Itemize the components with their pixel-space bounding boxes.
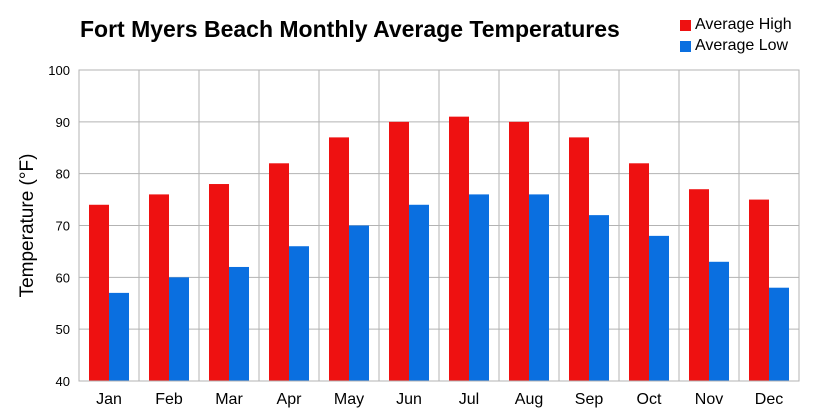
- bar-average-high-apr: [269, 163, 289, 381]
- legend-label-average-high: Average High: [695, 16, 792, 33]
- y-tick-label-100: 100: [48, 63, 70, 78]
- legend-swatch-average-high: [680, 19, 691, 31]
- chart-title: Fort Myers Beach Monthly Average Tempera…: [80, 16, 620, 42]
- bar-average-low-jan: [109, 292, 129, 381]
- bar-average-low-dec: [769, 287, 789, 381]
- y-tick-label-90: 90: [56, 115, 70, 130]
- legend-swatch-average-low: [680, 40, 691, 52]
- bar-average-high-dec: [749, 199, 769, 381]
- x-tick-label-jul: Jul: [459, 391, 479, 408]
- bar-average-low-jun: [409, 204, 429, 381]
- bar-average-high-aug: [509, 121, 529, 381]
- x-tick-label-may: May: [334, 391, 364, 408]
- bar-average-low-feb: [169, 277, 189, 381]
- x-tick-labels: Jan Feb Mar Apr May Jun Jul Aug Sep Oct Nov Dec: [96, 391, 783, 408]
- bar-average-low-apr: [289, 246, 309, 381]
- bar-average-low-nov: [709, 261, 729, 381]
- bar-average-low-aug: [529, 194, 549, 381]
- bar-average-high-oct: [629, 163, 649, 381]
- bar-average-high-jul: [449, 116, 469, 382]
- x-tick-label-dec: Dec: [755, 391, 783, 408]
- y-tick-label-70: 70: [56, 219, 70, 234]
- y-tick-label-60: 60: [56, 270, 70, 285]
- bar-average-low-may: [349, 225, 369, 381]
- x-tick-label-apr: Apr: [277, 391, 303, 408]
- x-tick-label-mar: Mar: [215, 391, 243, 408]
- bar-average-low-sep: [589, 215, 609, 381]
- bar-average-low-oct: [649, 235, 669, 381]
- bar-average-high-may: [329, 137, 349, 381]
- bar-average-high-feb: [149, 194, 169, 381]
- x-tick-label-jun: Jun: [396, 391, 422, 408]
- x-tick-label-nov: Nov: [695, 391, 723, 408]
- plot-frame: [78, 69, 800, 382]
- legend-label-average-low: Average Low: [695, 37, 789, 54]
- bar-average-low-jul: [469, 194, 489, 381]
- x-tick-label-aug: Aug: [515, 391, 543, 408]
- legend-item-average-low: Average Low: [680, 37, 788, 55]
- y-tick-label-80: 80: [56, 167, 70, 182]
- y-tick-label-40: 40: [56, 374, 70, 389]
- x-tick-label-jan: Jan: [96, 391, 122, 408]
- bar-average-high-jun: [389, 121, 409, 381]
- y-tick-labels: 40 50 60 70 80 90 100: [48, 63, 70, 389]
- x-tick-label-oct: Oct: [637, 391, 662, 408]
- bar-average-low-mar: [229, 266, 249, 381]
- bar-average-high-mar: [209, 184, 229, 381]
- bars: [89, 116, 789, 382]
- y-axis-label: Temperature (°F): [17, 154, 38, 298]
- bar-average-high-nov: [689, 189, 709, 381]
- y-tick-label-50: 50: [56, 322, 70, 337]
- legend-item-average-high: Average High: [680, 16, 792, 34]
- x-tick-label-sep: Sep: [575, 391, 604, 408]
- x-tick-label-feb: Feb: [155, 391, 183, 408]
- bar-average-high-jan: [89, 204, 109, 381]
- bar-average-high-sep: [569, 137, 589, 381]
